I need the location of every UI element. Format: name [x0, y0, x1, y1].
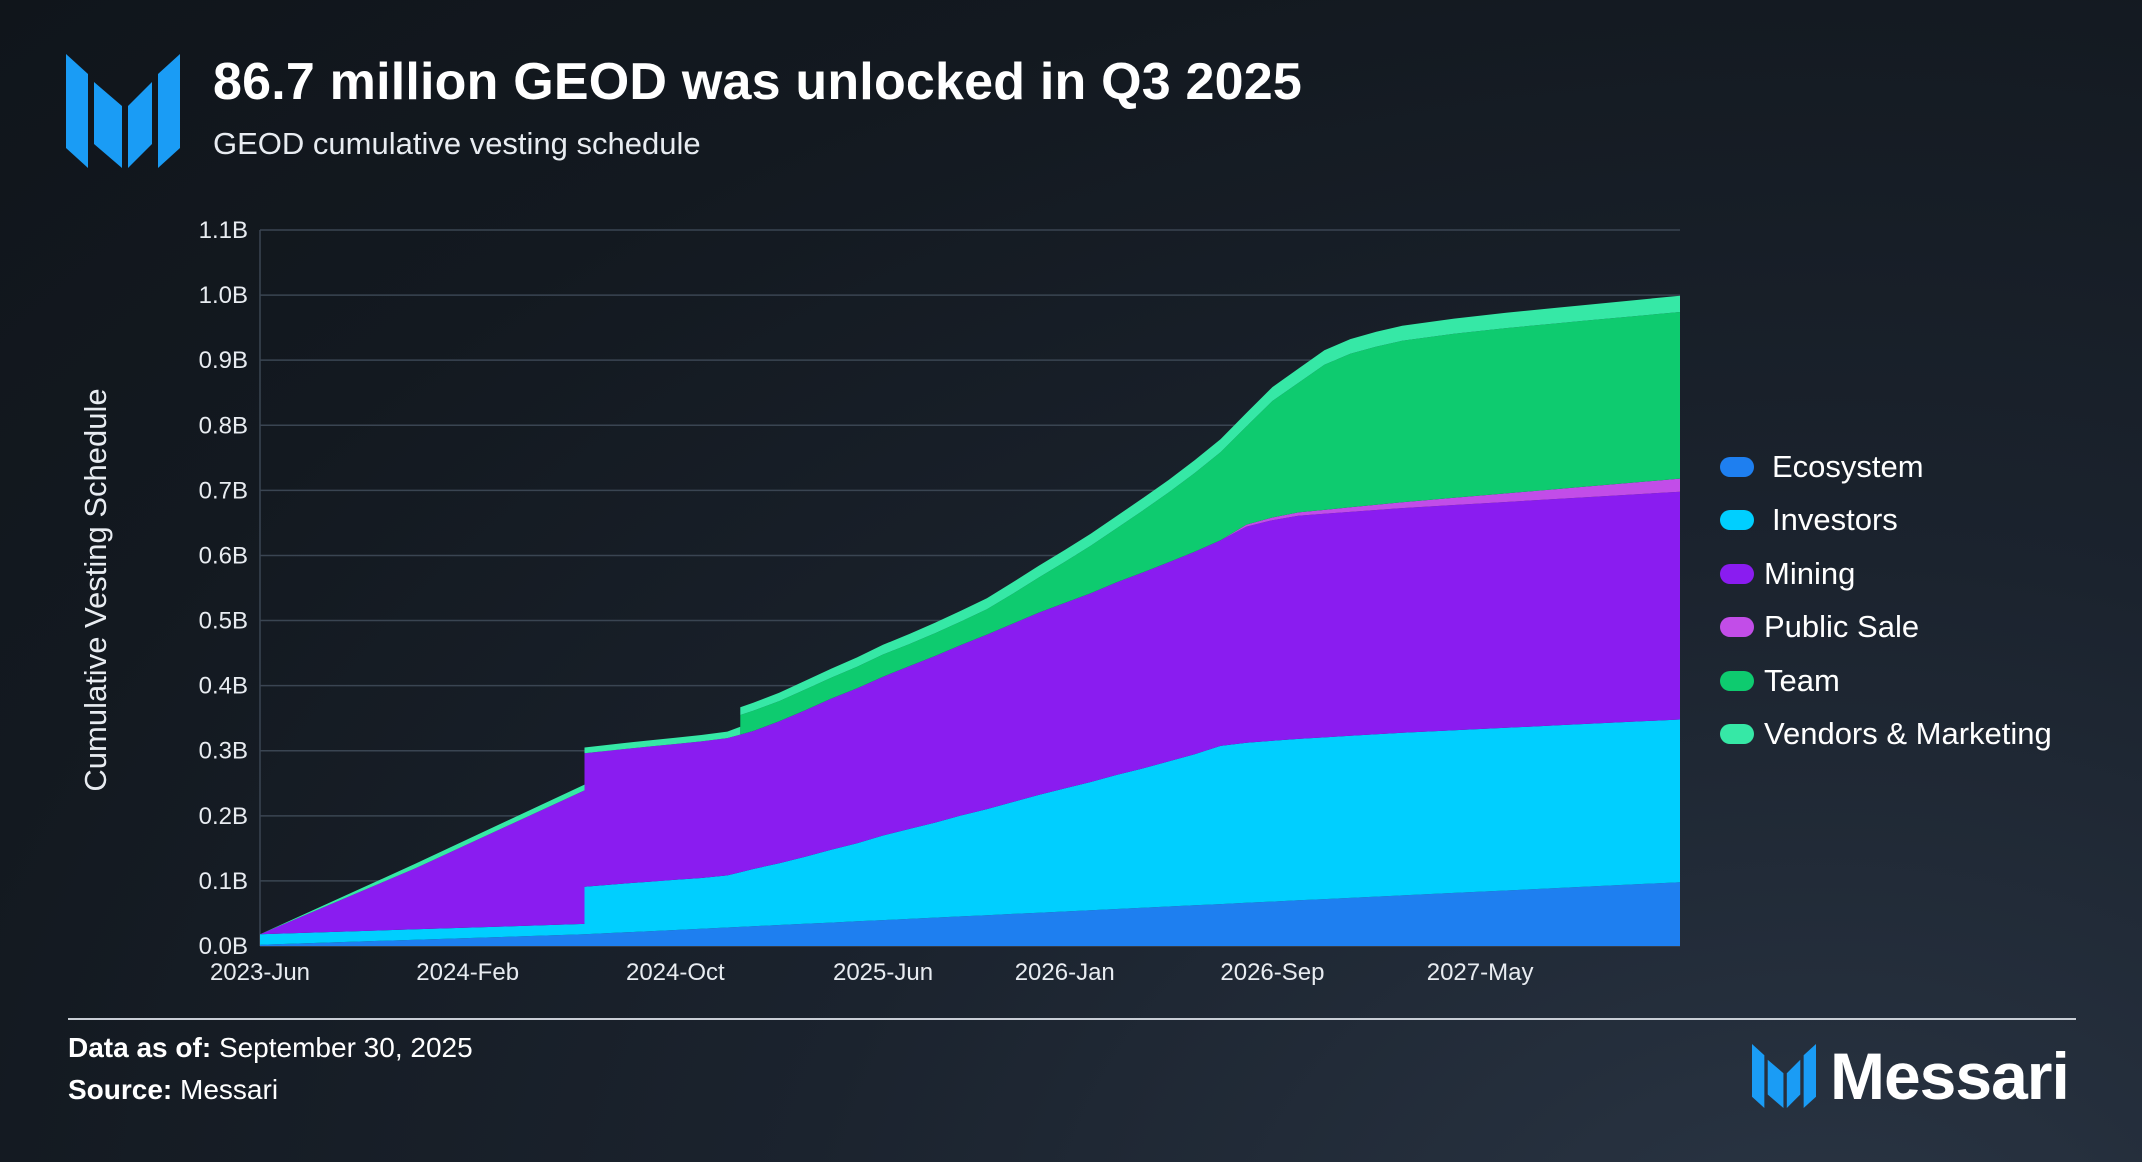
y-tick-label: 0.0B [199, 933, 248, 960]
legend-item: Ecosystem [1720, 440, 2052, 494]
x-tick-label: 2024-Feb [416, 959, 519, 986]
source-value: Messari [180, 1074, 279, 1105]
x-tick-label: 2025-Jun [833, 959, 933, 986]
footer-divider [68, 1018, 2076, 1020]
x-tick-label: 2026-Sep [1220, 959, 1324, 986]
legend-label: Investors [1772, 502, 1898, 538]
y-tick-label: 0.2B [199, 803, 248, 830]
legend-swatch [1720, 563, 1754, 584]
area-vendors-marketing [260, 295, 1680, 935]
brand-wordmark: Messari [1752, 1038, 2070, 1114]
messari-brand-icon [1752, 1044, 1816, 1108]
legend-swatch [1720, 456, 1754, 477]
legend-swatch [1720, 617, 1754, 638]
brand-name: Messari [1830, 1039, 2070, 1113]
legend-item: Mining [1720, 547, 2052, 601]
data-as-of: Data as of: September 30, 2025 [68, 1032, 473, 1064]
y-tick-label: 0.1B [199, 868, 248, 895]
y-tick-label: 0.9B [199, 347, 248, 374]
y-tick-label: 0.8B [199, 412, 248, 439]
legend-item: Vendors & Marketing [1720, 708, 2052, 762]
y-tick-label: 0.3B [199, 738, 248, 765]
legend-item: Investors [1720, 494, 2052, 548]
x-tick-label: 2023-Jun [210, 959, 310, 986]
legend-swatch [1720, 670, 1754, 691]
vesting-chart: 0.0B 0.1B 0.2B 0.3B 0.4B 0.5B 0.6B 0.7B 0.8B 0.9B… [199, 217, 1680, 986]
area-investors [260, 719, 1680, 945]
source-line: Source: Messari [68, 1074, 278, 1106]
y-tick-label: 1.0B [199, 282, 248, 309]
page-title: 86.7 million GEOD was unlocked in Q3 202… [213, 53, 1303, 111]
legend-label: Mining [1764, 555, 1856, 591]
area-mining [260, 491, 1680, 935]
source-label: Source: [68, 1074, 173, 1105]
y-tick-label: 0.5B [199, 608, 248, 635]
y-tick-label: 1.1B [199, 217, 248, 244]
legend-label: Public Sale [1764, 609, 1920, 645]
area-team [260, 312, 1680, 935]
x-tick-label: 2026-Jan [1015, 959, 1115, 986]
legend-swatch [1720, 510, 1754, 531]
y-tick-label: 0.7B [199, 477, 248, 504]
messari-logo-icon [66, 54, 180, 168]
y-tick-label: 0.6B [199, 542, 248, 569]
area-layer [260, 295, 1680, 946]
data-as-of-label: Data as of: [68, 1032, 212, 1063]
legend-item: Team [1720, 654, 2052, 708]
legend-item: Public Sale [1720, 601, 2052, 655]
x-tick-label: 2027-May [1427, 959, 1534, 986]
data-as-of-value: September 30, 2025 [218, 1032, 473, 1063]
axis-layer: 0.0B 0.1B 0.2B 0.3B 0.4B 0.5B 0.6B 0.7B 0.8B 0.9B… [199, 217, 1534, 986]
y-tick-label: 0.4B [199, 673, 248, 700]
area-ecosystem [260, 882, 1680, 946]
legend-label: Team [1764, 662, 1840, 698]
legend-swatch [1720, 724, 1754, 745]
x-tick-label: 2024-Oct [626, 959, 725, 986]
page-subtitle: GEOD cumulative vesting schedule [213, 126, 701, 161]
chart-legend: Ecosystem Investors Mining Public Sale Team V… [1720, 440, 2052, 761]
legend-label: Ecosystem [1772, 448, 1924, 484]
legend-label: Vendors & Marketing [1764, 716, 2052, 752]
